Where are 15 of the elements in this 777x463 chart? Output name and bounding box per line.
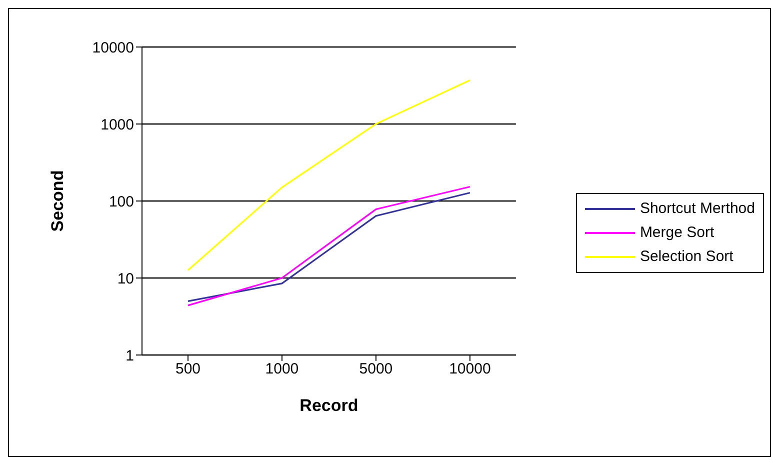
x-axis-title: Record bbox=[300, 396, 358, 415]
y-tick-label: 10 bbox=[117, 270, 134, 288]
x-tick-label: 500 bbox=[175, 360, 201, 378]
y-tick-label: 1 bbox=[126, 347, 134, 364]
y-tick-label: 1000 bbox=[100, 116, 134, 134]
x-tick-label: 10000 bbox=[449, 360, 491, 378]
legend-label: Shortcut Merthod bbox=[640, 198, 755, 218]
y-tick-label: 10000 bbox=[92, 39, 134, 56]
line-series bbox=[187, 79, 471, 272]
x-tick-label: 1000 bbox=[265, 360, 299, 378]
legend-label: Selection Sort bbox=[640, 246, 734, 266]
y-tick-label: 100 bbox=[108, 193, 134, 210]
y-axis-title: Second bbox=[48, 170, 68, 232]
x-tick-label: 5000 bbox=[359, 360, 393, 378]
legend-label: Merge Sort bbox=[640, 222, 714, 242]
